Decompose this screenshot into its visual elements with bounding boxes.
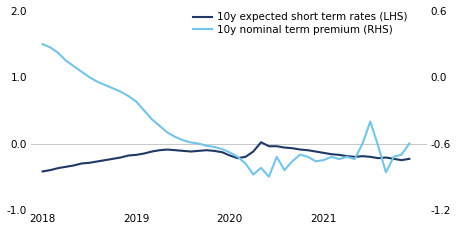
10y expected short term rates (LHS) [133, 153, 139, 156]
10y nominal term premium (RHS) [352, 158, 357, 161]
10y expected short term rates (LHS) [289, 147, 295, 150]
10y expected short term rates (LHS) [376, 157, 381, 160]
10y nominal term premium (RHS) [251, 173, 256, 176]
10y expected short term rates (LHS) [173, 149, 178, 152]
10y expected short term rates (LHS) [368, 155, 373, 158]
10y nominal term premium (RHS) [87, 76, 92, 79]
10y nominal term premium (RHS) [110, 87, 115, 90]
10y nominal term premium (RHS) [212, 146, 217, 148]
10y expected short term rates (LHS) [305, 149, 311, 152]
10y nominal term premium (RHS) [79, 70, 84, 73]
10y expected short term rates (LHS) [157, 149, 163, 152]
10y nominal term premium (RHS) [102, 84, 108, 86]
10y nominal term premium (RHS) [118, 90, 123, 93]
10y expected short term rates (LHS) [399, 159, 404, 161]
10y expected short term rates (LHS) [383, 156, 389, 159]
10y expected short term rates (LHS) [282, 146, 287, 149]
10y expected short term rates (LHS) [297, 148, 303, 151]
10y nominal term premium (RHS) [243, 162, 248, 165]
10y nominal term premium (RHS) [274, 155, 279, 158]
10y expected short term rates (LHS) [212, 149, 217, 152]
10y expected short term rates (LHS) [274, 145, 279, 148]
10y nominal term premium (RHS) [165, 131, 170, 134]
10y expected short term rates (LHS) [407, 158, 412, 160]
10y nominal term premium (RHS) [407, 142, 412, 145]
10y expected short term rates (LHS) [219, 151, 225, 154]
10y nominal term premium (RHS) [125, 95, 131, 97]
10y nominal term premium (RHS) [282, 169, 287, 171]
Line: 10y expected short term rates (LHS): 10y expected short term rates (LHS) [43, 142, 409, 171]
10y nominal term premium (RHS) [71, 65, 76, 68]
10y expected short term rates (LHS) [391, 158, 397, 160]
10y expected short term rates (LHS) [63, 165, 69, 168]
10y nominal term premium (RHS) [133, 100, 139, 103]
10y nominal term premium (RHS) [344, 155, 349, 158]
10y expected short term rates (LHS) [55, 167, 61, 170]
10y expected short term rates (LHS) [313, 150, 318, 153]
10y nominal term premium (RHS) [188, 141, 194, 144]
10y nominal term premium (RHS) [219, 148, 225, 150]
10y expected short term rates (LHS) [180, 149, 186, 152]
10y nominal term premium (RHS) [305, 155, 311, 158]
10y nominal term premium (RHS) [204, 144, 209, 147]
10y expected short term rates (LHS) [141, 152, 147, 155]
10y nominal term premium (RHS) [328, 155, 334, 158]
10y nominal term premium (RHS) [149, 118, 155, 121]
10y nominal term premium (RHS) [266, 175, 272, 178]
10y nominal term premium (RHS) [321, 159, 326, 161]
10y nominal term premium (RHS) [376, 144, 381, 147]
Legend: 10y expected short term rates (LHS), 10y nominal term premium (RHS): 10y expected short term rates (LHS), 10y… [193, 12, 407, 35]
10y nominal term premium (RHS) [227, 151, 233, 154]
10y nominal term premium (RHS) [40, 43, 45, 46]
10y nominal term premium (RHS) [173, 136, 178, 138]
10y expected short term rates (LHS) [118, 156, 123, 159]
10y expected short term rates (LHS) [227, 154, 233, 157]
10y nominal term premium (RHS) [48, 46, 53, 49]
10y nominal term premium (RHS) [235, 155, 240, 158]
10y nominal term premium (RHS) [399, 153, 404, 156]
10y nominal term premium (RHS) [258, 167, 264, 169]
10y nominal term premium (RHS) [383, 171, 389, 174]
10y expected short term rates (LHS) [71, 164, 76, 167]
10y expected short term rates (LHS) [258, 141, 264, 144]
10y expected short term rates (LHS) [243, 155, 248, 158]
10y expected short term rates (LHS) [352, 155, 357, 158]
10y expected short term rates (LHS) [94, 160, 100, 163]
10y nominal term premium (RHS) [157, 125, 163, 127]
10y nominal term premium (RHS) [94, 80, 100, 83]
10y nominal term premium (RHS) [55, 52, 61, 54]
10y nominal term premium (RHS) [360, 142, 365, 145]
10y nominal term premium (RHS) [391, 155, 397, 158]
10y nominal term premium (RHS) [63, 59, 69, 62]
10y nominal term premium (RHS) [337, 158, 342, 161]
10y expected short term rates (LHS) [48, 169, 53, 171]
10y expected short term rates (LHS) [266, 145, 272, 148]
10y nominal term premium (RHS) [141, 109, 147, 112]
10y nominal term premium (RHS) [368, 120, 373, 123]
10y expected short term rates (LHS) [235, 157, 240, 160]
10y nominal term premium (RHS) [313, 160, 318, 163]
10y expected short term rates (LHS) [79, 162, 84, 165]
10y expected short term rates (LHS) [149, 150, 155, 153]
10y nominal term premium (RHS) [297, 153, 303, 156]
10y expected short term rates (LHS) [196, 149, 202, 152]
10y expected short term rates (LHS) [251, 150, 256, 153]
10y expected short term rates (LHS) [188, 150, 194, 153]
10y expected short term rates (LHS) [337, 153, 342, 156]
10y expected short term rates (LHS) [165, 148, 170, 151]
10y expected short term rates (LHS) [40, 170, 45, 173]
10y expected short term rates (LHS) [344, 155, 349, 158]
10y expected short term rates (LHS) [110, 158, 115, 160]
10y expected short term rates (LHS) [204, 149, 209, 152]
10y expected short term rates (LHS) [328, 153, 334, 155]
10y expected short term rates (LHS) [360, 155, 365, 158]
10y expected short term rates (LHS) [102, 159, 108, 161]
10y expected short term rates (LHS) [321, 152, 326, 154]
10y nominal term premium (RHS) [196, 142, 202, 145]
10y nominal term premium (RHS) [180, 139, 186, 142]
10y nominal term premium (RHS) [289, 160, 295, 163]
Line: 10y nominal term premium (RHS): 10y nominal term premium (RHS) [43, 44, 409, 177]
10y expected short term rates (LHS) [87, 161, 92, 164]
10y expected short term rates (LHS) [125, 154, 131, 157]
